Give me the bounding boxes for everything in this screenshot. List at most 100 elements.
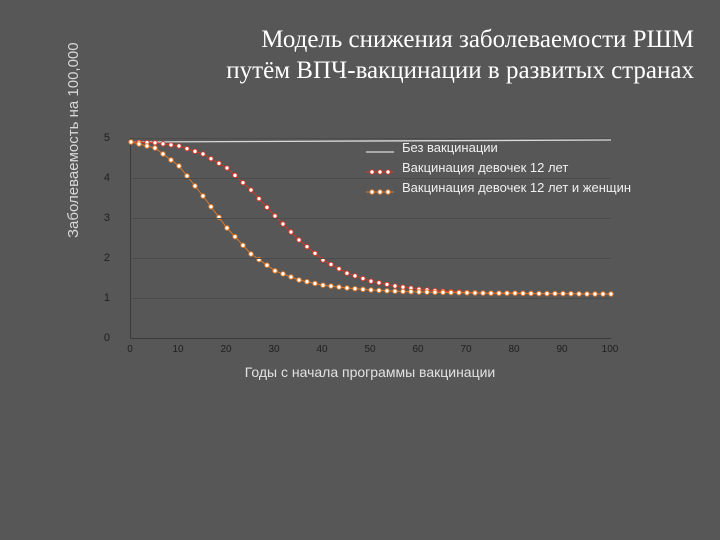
series-marker (177, 164, 181, 168)
series-marker (537, 291, 541, 295)
series-marker (569, 292, 573, 296)
legend-swatch-line-icon (366, 143, 394, 153)
series-marker (353, 274, 357, 278)
series-marker (209, 156, 213, 160)
x-axis-title: Годы с начала программы вакцинации (130, 364, 610, 380)
series-marker (553, 291, 557, 295)
series-marker (425, 290, 429, 294)
y-tick-label: 1 (82, 292, 110, 304)
series-marker (505, 291, 509, 295)
legend-item-no-vaccine: Без вакцинации (366, 138, 631, 158)
series-marker (409, 290, 413, 294)
series-marker (193, 149, 197, 153)
series-marker (265, 205, 269, 209)
series-marker (145, 144, 149, 148)
series-marker (457, 290, 461, 294)
series-marker (513, 291, 517, 295)
series-marker (433, 290, 437, 294)
series-marker (561, 291, 565, 295)
series-marker (489, 291, 493, 295)
series-marker (281, 272, 285, 276)
series-marker (361, 276, 365, 280)
x-tick-label: 30 (260, 344, 288, 355)
series-marker (161, 152, 165, 156)
series-marker (177, 144, 181, 148)
x-tick-label: 100 (596, 344, 624, 355)
x-tick-label: 80 (500, 344, 528, 355)
series-marker (257, 196, 261, 200)
legend-swatch-dots-icon (366, 183, 394, 193)
y-tick-label: 3 (82, 212, 110, 224)
incidence-chart: Заболеваемость на 100,000 Годы с начала … (70, 128, 640, 398)
x-tick-label: 10 (164, 344, 192, 355)
series-marker (201, 194, 205, 198)
series-marker (249, 252, 253, 256)
series-marker (497, 291, 501, 295)
series-marker (169, 143, 173, 147)
y-tick-label: 2 (82, 252, 110, 264)
series-marker (249, 188, 253, 192)
series-marker (545, 291, 549, 295)
legend-item-girls12-women: Вакцинация девочек 12 лет и женщин (366, 178, 631, 198)
series-marker (577, 292, 581, 296)
series-marker (209, 204, 213, 208)
legend-item-girls12: Вакцинация девочек 12 лет (366, 158, 631, 178)
legend-label: Вакцинация девочек 12 лет и женщин (402, 178, 631, 198)
series-marker (385, 282, 389, 286)
series-marker (297, 238, 301, 242)
series-marker (345, 286, 349, 290)
gridline (131, 298, 611, 299)
series-marker (337, 267, 341, 271)
series-marker (297, 278, 301, 282)
series-marker (129, 140, 133, 144)
slide-title: Модель снижения заболеваемости РШМ путём… (40, 24, 700, 87)
series-marker (193, 184, 197, 188)
series-marker (585, 292, 589, 296)
series-marker (369, 279, 373, 283)
x-tick-label: 70 (452, 344, 480, 355)
series-marker (305, 280, 309, 284)
legend-swatch-dots-icon (366, 163, 394, 173)
series-marker (233, 173, 237, 177)
series-marker (289, 230, 293, 234)
series-marker (185, 146, 189, 150)
series-marker (593, 292, 597, 296)
series-marker (337, 285, 341, 289)
series-marker (137, 142, 141, 146)
x-tick-label: 40 (308, 344, 336, 355)
series-marker (265, 263, 269, 267)
series-marker (225, 226, 229, 230)
series-marker (169, 158, 173, 162)
series-marker (521, 291, 525, 295)
legend-label: Вакцинация девочек 12 лет (402, 158, 568, 178)
series-marker (473, 291, 477, 295)
series-marker (153, 146, 157, 150)
series-marker (281, 222, 285, 226)
series-marker (313, 251, 317, 255)
x-tick-label: 0 (116, 344, 144, 355)
series-marker (369, 288, 373, 292)
series-marker (233, 234, 237, 238)
legend: Без вакцинации Вакцинация девочек 12 лет (366, 138, 631, 198)
series-marker (393, 289, 397, 293)
series-marker (465, 291, 469, 295)
series-marker (481, 291, 485, 295)
series-marker (289, 275, 293, 279)
x-tick-label: 20 (212, 344, 240, 355)
title-line-1: Модель снижения заболеваемости РШМ (261, 26, 694, 53)
series-marker (225, 166, 229, 170)
series-marker (273, 269, 277, 273)
series-marker (385, 289, 389, 293)
series-marker (449, 290, 453, 294)
x-tick-label: 60 (404, 344, 432, 355)
series-marker (329, 284, 333, 288)
legend-label: Без вакцинации (402, 138, 498, 158)
series-marker (353, 286, 357, 290)
series-marker (201, 152, 205, 156)
series-marker (601, 292, 605, 296)
series-marker (417, 290, 421, 294)
series-marker (241, 243, 245, 247)
series-marker (321, 283, 325, 287)
y-tick-label: 0 (82, 332, 110, 344)
series-marker (329, 262, 333, 266)
